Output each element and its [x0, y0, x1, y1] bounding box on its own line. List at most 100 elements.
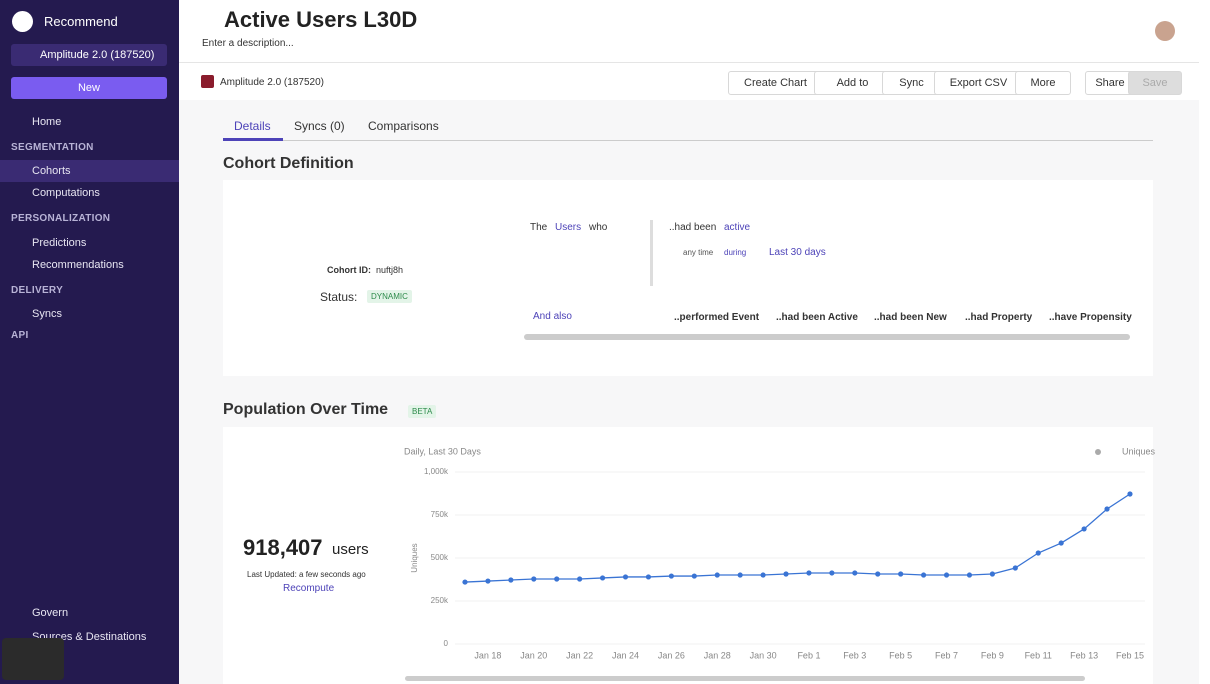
toolbar-button[interactable]: Share [1085, 71, 1135, 95]
cohort-id: nuftj8h [376, 265, 404, 275]
toolbar-button[interactable]: More [1015, 71, 1071, 95]
project-select[interactable]: Amplitude 2.0 (187520) [11, 44, 167, 66]
toolbar-button[interactable]: Save [1128, 71, 1182, 95]
nav-item[interactable]: Home [32, 116, 62, 128]
data-point [806, 570, 812, 576]
legend-icon [1095, 449, 1101, 455]
toolbar-button[interactable]: Sync [882, 71, 941, 95]
x-tick-label: Jan 30 [750, 650, 777, 660]
data-point [1104, 506, 1110, 512]
x-tick-label: Jan 28 [704, 650, 731, 660]
nav-item[interactable]: Syncs [32, 308, 62, 320]
id-label: Cohort ID: [327, 265, 371, 275]
option[interactable]: ..performed Event [674, 312, 760, 323]
y-tick-label: 500k [431, 553, 449, 562]
and-also[interactable]: And also [533, 311, 572, 322]
toolbar-button[interactable]: Add to [814, 71, 891, 95]
y-tick-label: 250k [431, 596, 449, 605]
toolbar-button[interactable]: Create Chart [728, 71, 823, 95]
data-point [1012, 565, 1018, 571]
x-tick-label: Jan 18 [474, 650, 501, 660]
nav-item[interactable]: Predictions [32, 237, 87, 249]
tab[interactable]: Comparisons [368, 119, 439, 133]
nav-item[interactable]: Govern [32, 607, 69, 619]
status: DYNAMIC [367, 290, 412, 303]
clause-text: The [530, 222, 548, 233]
data-point [875, 571, 881, 577]
option[interactable]: ..had Property [965, 312, 1033, 323]
chart-subtitle: Daily, Last 30 Days [404, 446, 481, 456]
nav-item[interactable]: Recommendations [32, 259, 124, 271]
series-line [464, 493, 1131, 583]
data-point [622, 574, 629, 580]
sidebar: Recommend Amplitude 2.0 (187520) New Gov… [0, 0, 179, 684]
data-point [645, 574, 652, 580]
badge: BETA [408, 405, 437, 418]
x-tick-label: Jan 24 [612, 650, 639, 660]
last-updated: Last Updated: a few seconds ago [247, 570, 366, 579]
toolbar-button[interactable]: Export CSV [934, 71, 1023, 95]
option[interactable]: ..had been New [874, 312, 947, 323]
label: New [77, 82, 100, 94]
tab[interactable]: Details [234, 119, 271, 133]
data-point [485, 578, 491, 584]
chart-scrollbar[interactable] [405, 676, 1085, 681]
x-tick-label: Feb 9 [981, 650, 1004, 660]
nav-section: DELIVERY [11, 285, 64, 296]
clause-text: Last 30 days [769, 247, 826, 258]
definition-card [223, 180, 1153, 376]
data-point [1058, 540, 1064, 546]
data-point [1127, 491, 1133, 497]
section-heading: Population Over Time [223, 401, 389, 418]
description[interactable]: Enter a description... [202, 38, 294, 49]
logo [12, 11, 33, 32]
data-point [1081, 526, 1087, 532]
new-button[interactable]: New [11, 77, 167, 99]
data-point [898, 571, 904, 577]
org[interactable]: Recommend [44, 14, 118, 29]
x-tick-label: Feb 11 [1025, 650, 1052, 660]
x-tick-label: Feb 7 [935, 650, 958, 660]
recorder-widget[interactable] [2, 638, 64, 680]
clause-text: ..had been [669, 222, 717, 233]
legend-entry: Uniques [1122, 446, 1155, 456]
nav-section: API [11, 330, 29, 341]
data-point [577, 576, 583, 582]
bracket [650, 220, 653, 286]
option[interactable]: ..have Propensity [1049, 312, 1132, 323]
data-point [829, 570, 835, 576]
x-tick-label: Jan 22 [566, 650, 593, 660]
tab[interactable]: Syncs (0) [294, 119, 345, 133]
recompute[interactable]: Recompute [283, 583, 335, 594]
data-point [462, 579, 468, 585]
data-point [691, 573, 697, 579]
y-tick-label: 1,000k [424, 467, 449, 476]
project: Amplitude 2.0 (187520) [40, 49, 155, 61]
option[interactable]: ..had been Active [776, 312, 858, 323]
data-point [966, 572, 973, 578]
nav-item[interactable]: Computations [32, 187, 100, 199]
section-heading: Cohort Definition [223, 155, 354, 172]
chart: Daily, Last 30 Days Uniques 0 250k 500k 750… [404, 446, 1155, 681]
nav-item[interactable]: Cohorts [32, 165, 71, 177]
data-point [783, 571, 789, 577]
x-tick-label: Feb 15 [1116, 650, 1144, 660]
nav-section: PERSONALIZATION [11, 213, 111, 224]
user-unit: users [332, 541, 369, 558]
data-point [760, 572, 766, 578]
scrollbar[interactable] [524, 334, 1130, 340]
data-point [921, 572, 927, 578]
y-tick-label: 0 [444, 639, 449, 648]
data-point [668, 573, 674, 579]
data-point [554, 576, 560, 582]
project-icon [201, 75, 214, 88]
avatar[interactable] [1155, 21, 1175, 41]
x-tick-label: Jan 26 [658, 650, 685, 660]
data-point [943, 572, 950, 578]
y-tick-label: 750k [431, 510, 449, 519]
nav-section: SEGMENTATION [11, 142, 94, 153]
status-label: Status: [320, 290, 358, 304]
tab-indicator [223, 138, 283, 141]
data-point [508, 577, 514, 583]
